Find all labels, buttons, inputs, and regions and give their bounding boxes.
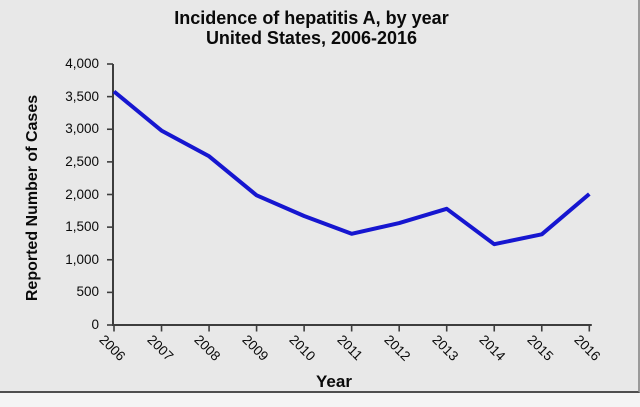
y-tick-label: 1,000: [65, 251, 99, 267]
y-tick-label: 2,500: [65, 153, 99, 169]
y-tick-label: 0: [91, 317, 99, 332]
y-tick-label: 3,500: [65, 88, 99, 104]
chart-title-line-2: United States, 2006-2016: [205, 28, 418, 48]
page-margin-strip: [0, 393, 640, 407]
chart-title: Incidence of hepatitis A, by year United…: [0, 8, 640, 48]
y-tick-label: 500: [76, 284, 99, 300]
y-tick-label: 3,000: [65, 121, 99, 137]
plot-area: [107, 63, 592, 332]
x-axis-title: Year: [316, 372, 352, 391]
y-tick-label: 1,500: [65, 219, 99, 235]
y-tick-label: 2,000: [65, 186, 99, 202]
chart-title-line-1: Incidence of hepatitis A, by year: [174, 8, 449, 28]
chart-panel: Incidence of hepatitis A, by year United…: [0, 0, 640, 393]
data-line-hepatitis-a-cases: [112, 89, 591, 247]
y-tick-label: 4,000: [65, 56, 99, 71]
